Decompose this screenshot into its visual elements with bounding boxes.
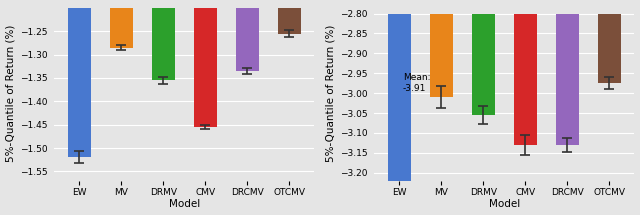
Y-axis label: 5%-Quantile of Return (%): 5%-Quantile of Return (%) [6,25,15,162]
Bar [556,14,579,145]
Bar [236,8,259,71]
Y-axis label: 5%-Quantile of Return (%): 5%-Quantile of Return (%) [326,25,335,162]
Text: Mean:
-3.91: Mean: -3.91 [403,74,430,93]
X-axis label: Model: Model [169,200,200,209]
X-axis label: Model: Model [489,200,520,209]
Bar [278,8,301,34]
Bar [514,14,537,145]
Bar [598,14,621,83]
Bar [110,8,133,48]
Bar [68,8,91,157]
Bar [152,8,175,80]
Bar [388,14,411,181]
Bar [472,14,495,115]
Bar [194,8,217,127]
Bar [430,14,453,97]
